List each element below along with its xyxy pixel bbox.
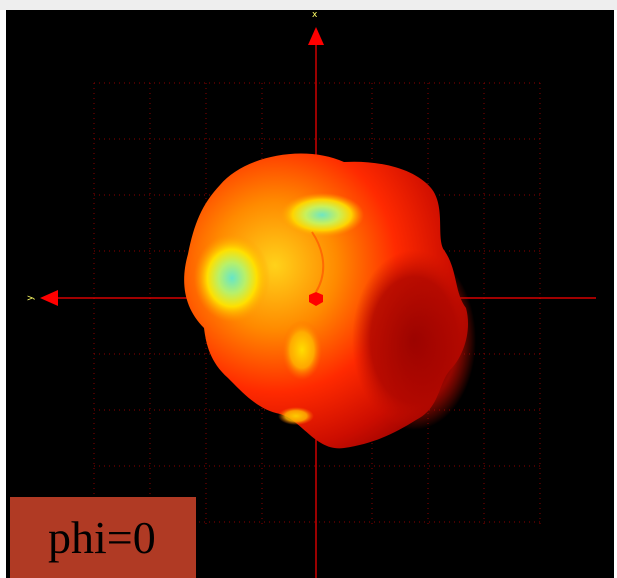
phi-angle-label: phi=0 xyxy=(10,497,196,578)
x-axis-label: x xyxy=(312,10,318,20)
y-axis-label: y xyxy=(25,295,36,301)
origin-marker xyxy=(309,292,323,306)
x-axis-arrowhead xyxy=(308,27,324,45)
x-axis xyxy=(308,27,324,45)
y-axis-arrowhead xyxy=(40,290,58,306)
y-axis xyxy=(40,290,58,306)
window-top-strip xyxy=(0,0,617,10)
viewport-right-border xyxy=(614,10,617,578)
radiation-pattern-body xyxy=(184,153,476,449)
radiation-pattern-viewport[interactable]: x y xyxy=(6,10,614,578)
dotted-grid xyxy=(93,82,541,527)
radiation-pattern-3d-view xyxy=(40,27,596,578)
